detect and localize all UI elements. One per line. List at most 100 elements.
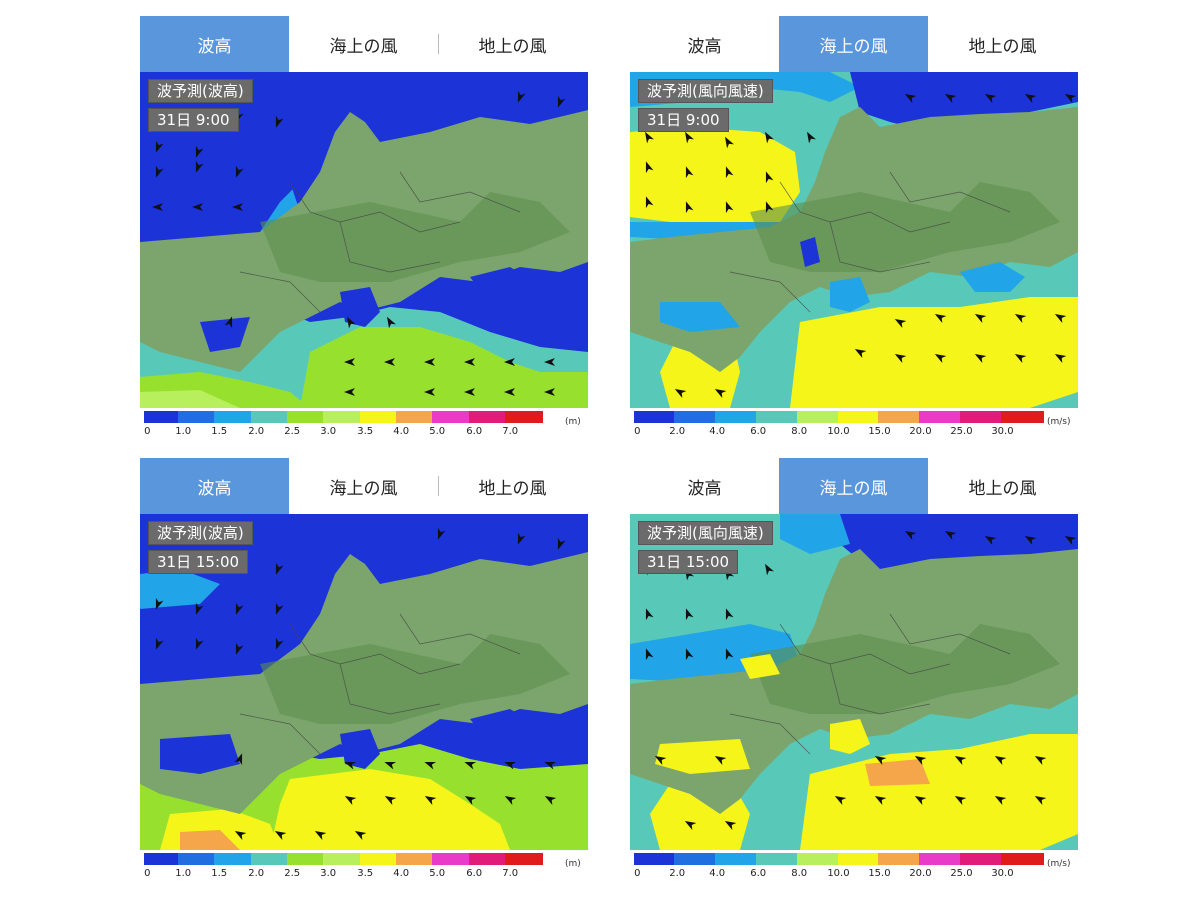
legend-color-bar [634, 411, 1044, 423]
legend-tick: 8.0 [791, 426, 808, 437]
tab-sea-wind[interactable]: 海上の風 [289, 458, 438, 514]
map-time: 31日 15:00 [148, 550, 249, 574]
wind-arrow-icon [994, 796, 1007, 805]
tab-wave-height[interactable]: 波高 [630, 458, 779, 514]
wind-arrow-icon [195, 602, 204, 615]
wind-arrow-icon [685, 131, 694, 144]
tab-land-wind[interactable]: 地上の風 [438, 16, 587, 72]
wind-arrow-icon [954, 756, 967, 765]
tab-sea-wind[interactable]: 海上の風 [779, 458, 928, 514]
legend-unit: (m/s) [1047, 859, 1071, 869]
legend-tick: 1.5 [211, 426, 228, 437]
wind-arrow-icon [235, 642, 244, 655]
legend-ticks: 0 2.0 4.0 6.0 8.0 10.0 15.0 20.0 25.0 30… [634, 868, 1054, 882]
wind-arrow-icon [725, 201, 734, 214]
wind-arrow-icon [464, 358, 475, 366]
wind-arrow-icon [685, 201, 694, 214]
legend-tick: 3.0 [320, 868, 337, 879]
wind-arrow-icon [854, 349, 867, 358]
wind-arrow-icon [685, 166, 694, 179]
wind-arrow-icon [274, 831, 287, 840]
wind-arrow-icon [834, 796, 847, 805]
wind-arrow-icon [155, 637, 164, 650]
legend-tick: 3.0 [320, 426, 337, 437]
wind-arrow-icon [934, 354, 947, 363]
legend-tick: 6.0 [750, 426, 767, 437]
wind-arrow-icon [765, 131, 774, 144]
wind-arrow-icon [387, 316, 396, 329]
tab-land-wind[interactable]: 地上の風 [438, 458, 587, 514]
wind-arrow-icon [275, 115, 284, 128]
wind-arrow-icon [155, 165, 164, 178]
tab-land-wind[interactable]: 地上の風 [928, 458, 1077, 514]
legend-tick: 10.0 [827, 868, 850, 879]
wind-arrow-icon [904, 531, 917, 540]
wind-arrow-icon [464, 796, 477, 805]
legend-tick: 5.0 [429, 426, 446, 437]
legend-ticks: 0 2.0 4.0 6.0 8.0 10.0 15.0 20.0 25.0 30… [634, 426, 1054, 440]
wind-arrow-icon [224, 316, 233, 329]
wind-arrow-overlay [152, 90, 566, 396]
wind-arrow-icon [354, 831, 367, 840]
wind-arrow-icon [275, 602, 284, 615]
legend-tick: 3.5 [357, 868, 374, 879]
legend-tick: 4.0 [709, 868, 726, 879]
legend-tick: 15.0 [868, 426, 891, 437]
wind-arrow-icon [724, 821, 737, 830]
wind-arrow-icon [195, 145, 204, 158]
legend-color-bar [144, 411, 543, 423]
wind-arrow-icon [424, 796, 437, 805]
tab-wave-height[interactable]: 波高 [140, 458, 289, 514]
wind-arrow-icon [994, 756, 1007, 765]
wind-arrow-icon [384, 761, 397, 770]
wind-arrow-icon [155, 597, 164, 610]
legend-tick: 0 [144, 426, 151, 437]
wind-arrow-icon [765, 171, 774, 184]
wind-arrow-icon [275, 637, 284, 650]
wind-arrow-icon [155, 140, 164, 153]
wind-arrow-icon [384, 358, 395, 366]
wind-arrow-icon [714, 389, 727, 398]
wind-arrow-icon [1064, 536, 1077, 545]
wind-arrow-icon [1024, 536, 1037, 545]
wind-arrow-icon [725, 136, 734, 149]
wind-arrow-icon [504, 761, 517, 770]
legend-tick: 20.0 [909, 426, 932, 437]
wind-arrow-icon [464, 388, 475, 396]
legend: 0 1.0 1.5 2.0 2.5 3.0 3.5 4.0 5.0 6.0 7.… [144, 853, 588, 893]
wind-arrow-icon [232, 203, 243, 211]
wind-arrow-icon [974, 314, 987, 323]
wind-arrow-icon [1054, 314, 1067, 323]
wind-arrow-icon [504, 796, 517, 805]
legend-unit: (m) [565, 417, 581, 427]
tab-sea-wind[interactable]: 海上の風 [779, 16, 928, 72]
tab-wave-height[interactable]: 波高 [140, 16, 289, 72]
wind-arrow-icon [944, 531, 957, 540]
forecast-map: 波予測(風向風速) 31日 15:00 [630, 514, 1078, 850]
tab-bar: 波高 海上の風 地上の風 [140, 458, 588, 514]
wind-arrow-icon [725, 648, 734, 661]
panel-wave-height-1500: 波高 海上の風 地上の風 波予測(波高) 31日 [140, 458, 588, 898]
legend-tick: 30.0 [991, 868, 1014, 879]
legend-tick: 15.0 [868, 868, 891, 879]
legend-tick: 25.0 [950, 868, 973, 879]
wind-arrow-icon [1024, 94, 1037, 103]
map-time: 31日 9:00 [148, 108, 239, 132]
legend-tick: 3.5 [357, 426, 374, 437]
wind-arrow-icon [544, 388, 555, 396]
legend-tick: 6.0 [466, 868, 483, 879]
wind-arrow-icon [904, 94, 917, 103]
legend-tick: 2.5 [284, 426, 301, 437]
wind-arrow-icon [944, 94, 957, 103]
legend-tick: 25.0 [950, 426, 973, 437]
tab-land-wind[interactable]: 地上の風 [928, 16, 1077, 72]
tab-sea-wind[interactable]: 海上の風 [289, 16, 438, 72]
wind-arrow-icon [954, 796, 967, 805]
wind-arrow-icon [874, 756, 887, 765]
map-title: 波予測(波高) [148, 521, 253, 545]
legend-tick: 6.0 [750, 868, 767, 879]
wind-arrow-icon [1014, 314, 1027, 323]
wind-arrow-icon [645, 161, 654, 174]
tab-wave-height[interactable]: 波高 [630, 16, 779, 72]
map-title: 波予測(風向風速) [638, 521, 773, 545]
